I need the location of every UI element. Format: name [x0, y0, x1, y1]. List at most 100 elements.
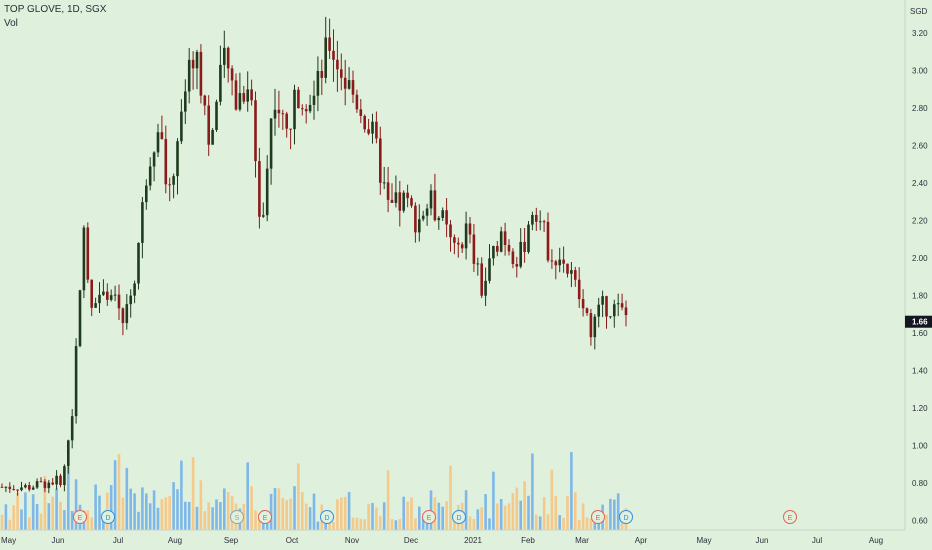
volume-bar — [386, 470, 390, 530]
volume-bar — [371, 503, 374, 530]
volume-bar — [20, 509, 23, 530]
candle-body — [265, 168, 269, 216]
candle-body — [145, 185, 148, 203]
event-letter: E — [263, 515, 268, 522]
price-tick-label: 2.60 — [912, 141, 928, 150]
volume-bar — [406, 501, 409, 530]
price-tick-label: 0.60 — [912, 517, 928, 526]
volume-bar — [90, 517, 93, 530]
volume-bar — [312, 493, 316, 530]
candle-body — [133, 283, 136, 296]
volume-bar — [70, 510, 74, 530]
volume-bar — [250, 486, 253, 530]
candle-body — [351, 80, 355, 95]
event-letter: E — [788, 515, 793, 522]
time-axis[interactable]: May Jun Jul Aug Sep Oct Nov Dec 2021 Feb Mar Apr May… — [1, 536, 883, 545]
candle-body — [230, 68, 234, 81]
volume-bar — [269, 493, 273, 530]
price-tick-label: 3.20 — [912, 29, 928, 38]
time-tick-label: May — [696, 536, 711, 545]
volume-bar — [574, 492, 577, 530]
candle-body — [67, 440, 70, 467]
candle-body — [31, 487, 35, 490]
candle-body — [418, 219, 421, 233]
candle-body — [410, 198, 413, 206]
candle-body — [457, 242, 460, 245]
volume-bar — [8, 519, 12, 530]
candle-body — [82, 227, 86, 291]
volume-bar — [133, 493, 136, 530]
volume-bar — [117, 454, 121, 530]
candle-body — [577, 279, 581, 300]
candle-body — [273, 109, 277, 119]
volume-bar — [542, 497, 546, 530]
price-tick-label: 1.60 — [912, 329, 928, 338]
candle-body — [191, 59, 195, 69]
candle-body — [585, 308, 589, 314]
candle-body — [117, 294, 121, 309]
volume-bar — [176, 489, 179, 530]
volume-bar — [246, 462, 249, 530]
candle-body — [496, 246, 499, 252]
candle-body — [437, 217, 441, 221]
event-letter: E — [427, 515, 432, 522]
candle-body — [55, 475, 58, 485]
volume-bar — [445, 501, 448, 530]
volume-bar — [145, 493, 148, 530]
plot-area — [0, 0, 905, 530]
candle-body — [109, 295, 113, 300]
volume-bar — [223, 488, 226, 530]
candle-body — [86, 227, 90, 280]
candle-body — [433, 190, 437, 221]
volume-bar — [281, 497, 285, 530]
volume-bar — [492, 471, 495, 530]
price-axis[interactable]: 3.20 3.00 2.80 2.60 2.40 2.20 2.00 1.80 1.60 1.40… — [912, 29, 928, 526]
volume-bar — [63, 510, 66, 530]
volume-bar — [129, 488, 132, 530]
candle-body — [219, 64, 222, 102]
volume-bar — [137, 511, 140, 530]
candle-body — [340, 69, 343, 78]
volume-bar — [379, 516, 382, 530]
time-tick-label: Sep — [224, 536, 239, 545]
volume-bar — [35, 503, 39, 530]
volume-bar — [59, 501, 62, 530]
volume-bar — [464, 490, 468, 530]
candle-body — [379, 138, 382, 183]
candle-body — [152, 152, 156, 167]
candle-body — [148, 166, 152, 186]
candle-body — [187, 59, 191, 92]
candle-body — [601, 296, 604, 305]
candle-body — [566, 263, 569, 274]
candle-body — [24, 485, 27, 488]
volume-bar — [191, 457, 195, 530]
candle-body — [328, 37, 331, 51]
price-tick-label: 1.40 — [912, 367, 928, 376]
candle-body — [304, 109, 308, 112]
volume-bar — [4, 504, 8, 530]
candle-body — [28, 485, 31, 490]
candle-body — [90, 279, 93, 308]
candle-body — [371, 121, 374, 134]
candle-body — [398, 192, 402, 211]
volume-bar — [219, 502, 222, 530]
candle-body — [480, 263, 483, 296]
candle-body — [172, 176, 175, 185]
volume-bar — [535, 514, 538, 530]
volume-bar — [277, 488, 281, 530]
candle-body — [570, 270, 573, 274]
volume-bar — [550, 469, 554, 530]
candle-body — [316, 70, 320, 96]
candle-body — [343, 77, 347, 89]
volume-bar — [16, 492, 19, 530]
candle-body — [223, 47, 226, 65]
volume-bar — [254, 510, 257, 530]
candle-body — [460, 244, 464, 249]
volume-bar — [351, 517, 355, 530]
volume-bar — [496, 503, 499, 530]
volume-bar — [476, 509, 480, 530]
candle-body — [129, 295, 132, 305]
candle-body — [312, 95, 316, 105]
